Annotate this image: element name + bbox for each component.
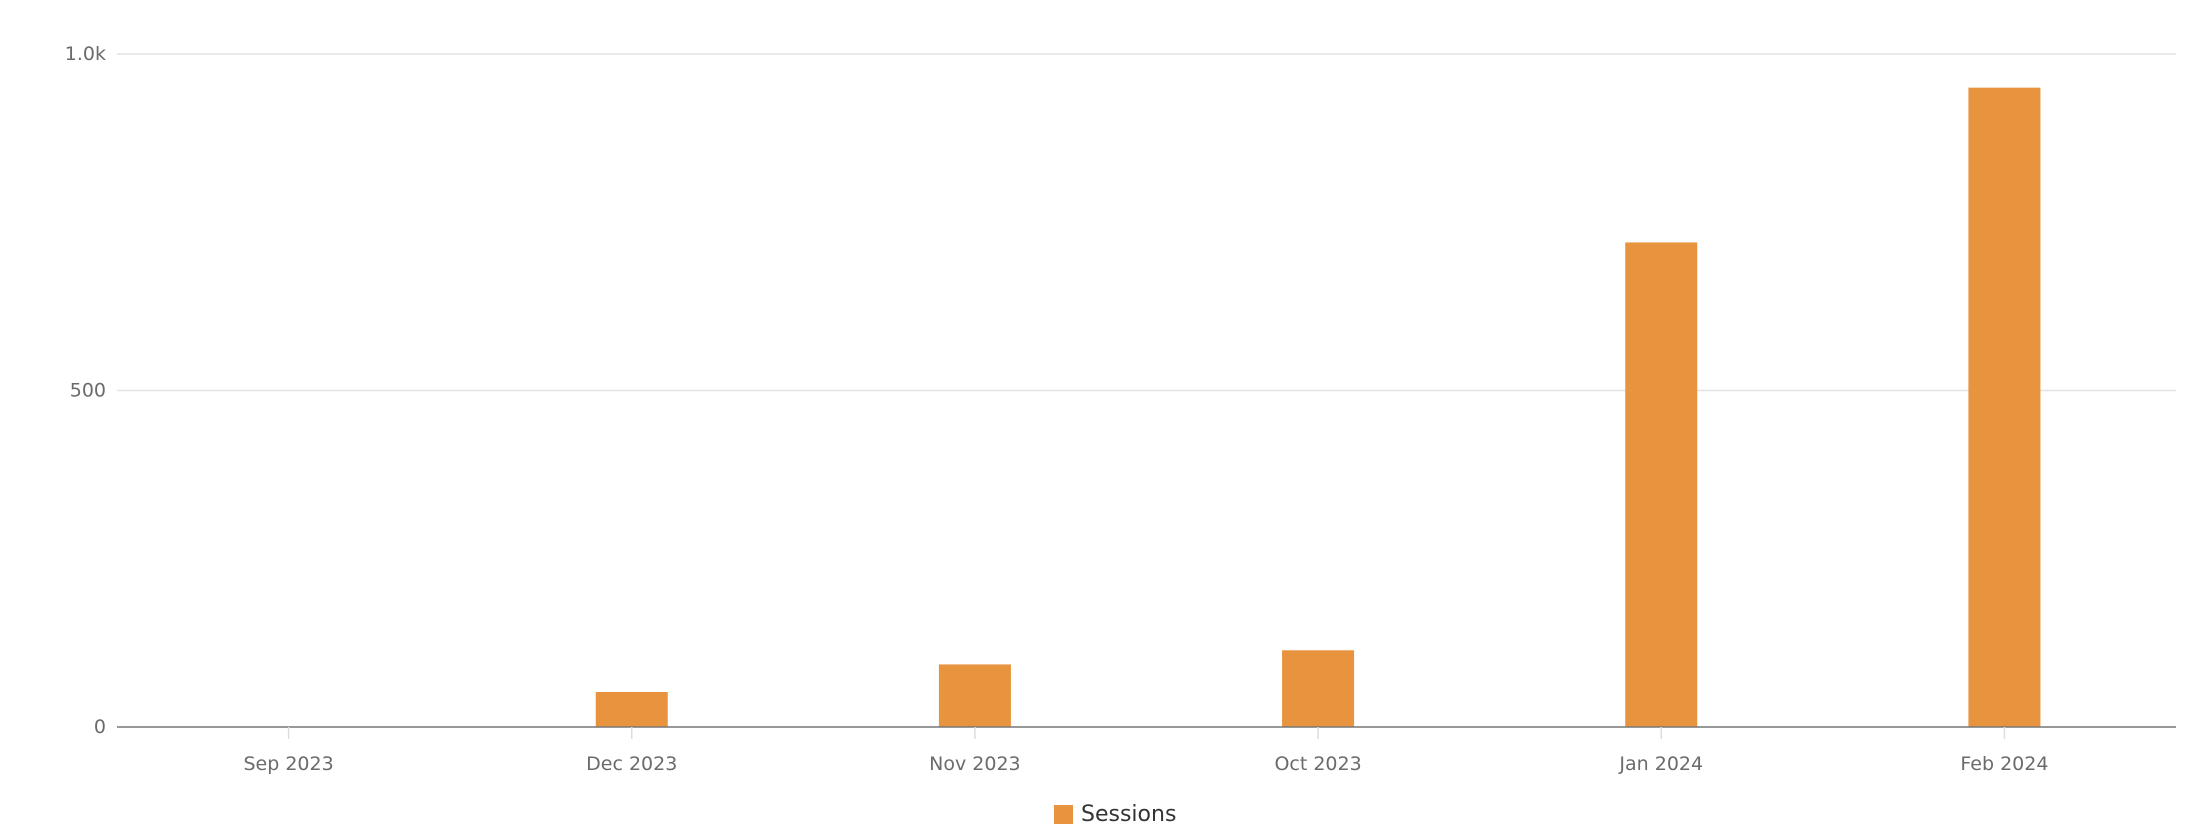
legend-label-sessions: Sessions: [1081, 801, 1177, 827]
legend-swatch-sessions: [1054, 804, 1073, 824]
y-tick-label: 0: [94, 716, 106, 738]
x-tick-label: Feb 2024: [1960, 753, 2048, 775]
x-tick-label: Nov 2023: [929, 753, 1020, 775]
bar: [595, 692, 668, 727]
grid-lines: [117, 53, 2176, 392]
legend[interactable]: Sessions: [1054, 800, 1176, 828]
bars: [595, 87, 2041, 727]
bar: [1968, 87, 2041, 727]
y-tick-label: 500: [70, 380, 106, 402]
bar: [1625, 242, 1698, 727]
x-tick-label: Dec 2023: [586, 753, 677, 775]
x-axis-ticks: Sep 2023 Dec 2023 Nov 2023 Oct 2023 Jan 2024…: [243, 727, 2048, 775]
bar: [1282, 650, 1355, 727]
y-tick-label: 1.0k: [65, 43, 106, 65]
x-tick-label: Jan 2024: [1618, 753, 1703, 775]
y-axis-ticks: 0 500 1.0k: [65, 43, 106, 738]
bar: [938, 664, 1011, 727]
x-tick-label: Sep 2023: [243, 753, 333, 775]
x-tick-label: Oct 2023: [1274, 753, 1361, 775]
